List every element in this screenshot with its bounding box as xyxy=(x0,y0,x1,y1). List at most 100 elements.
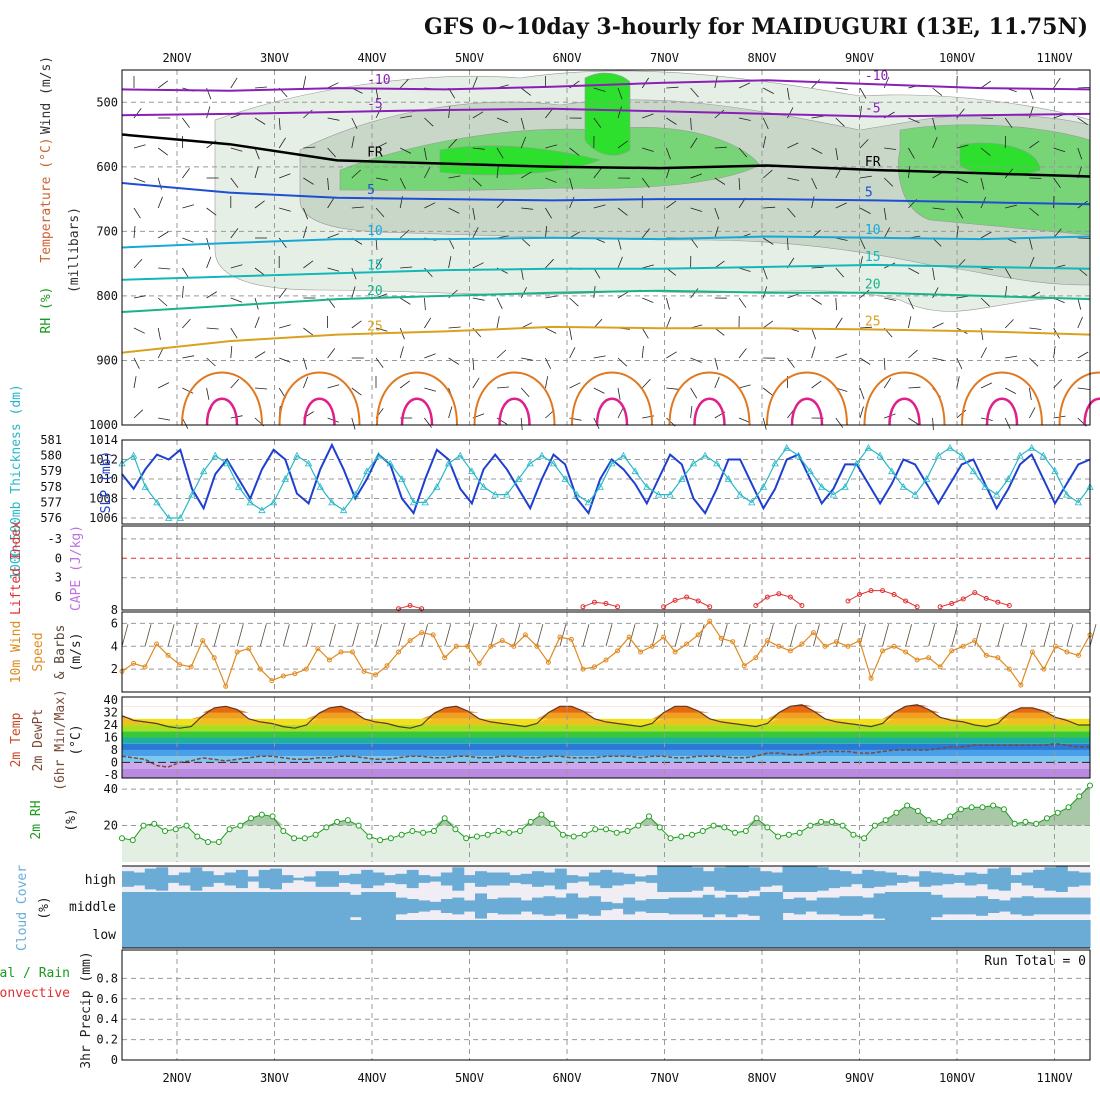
wind-barb xyxy=(956,376,960,389)
thickness-marker xyxy=(374,451,383,459)
wind-barb-10m xyxy=(743,624,751,647)
wind-barb-10m xyxy=(628,624,636,647)
cloud-low-bar xyxy=(759,920,772,948)
wind-barb xyxy=(496,166,499,179)
wind-barb xyxy=(908,117,920,124)
cloud-low-bar xyxy=(224,920,237,948)
wind-barb xyxy=(496,386,510,389)
rh-marker xyxy=(215,839,222,845)
rh-marker xyxy=(742,828,749,834)
lifted-index-marker xyxy=(672,597,678,603)
wind-barb xyxy=(520,417,523,431)
wind-barb xyxy=(835,202,847,209)
wind-speed-marker xyxy=(672,649,678,655)
x-tick-label-top: 6NOV xyxy=(553,51,582,65)
cloud-middle-bar xyxy=(1021,896,1034,916)
thickness-marker xyxy=(386,459,394,467)
precip-tick-label: 0.6 xyxy=(96,992,118,1006)
cloud-low-bar xyxy=(1055,920,1068,948)
wind-barb xyxy=(133,258,143,269)
lifted-index-marker xyxy=(960,596,966,602)
cloud-middle-bar xyxy=(976,896,989,916)
rh-marker xyxy=(484,831,491,838)
wind-barb xyxy=(835,317,843,329)
slp-thickness-frame xyxy=(121,439,1091,525)
wind-barb-10m xyxy=(582,624,590,647)
cloud-high-bar xyxy=(292,877,305,881)
lifted-index-marker xyxy=(615,604,621,610)
lifted-index-marker xyxy=(591,599,597,605)
cloud-low-bar xyxy=(588,920,601,948)
wind-barb xyxy=(762,267,768,280)
wind-speed-marker xyxy=(568,636,574,642)
rh-marker xyxy=(603,826,609,833)
wind-barb-10m xyxy=(444,624,452,647)
isotherm-5 xyxy=(121,182,1091,206)
wind-barb xyxy=(472,177,482,187)
rh-marker xyxy=(1011,820,1018,827)
cloud-cover-panel: high middle low Cloud Cover (%) xyxy=(15,865,1091,951)
cloud-low-bar xyxy=(919,920,932,948)
wind-barb xyxy=(642,113,654,119)
slp-line xyxy=(121,442,1091,516)
cloud-high-bar xyxy=(201,871,214,887)
cloud-low-bar xyxy=(213,920,226,948)
wind-barb xyxy=(835,87,848,90)
thickness-marker xyxy=(223,459,231,467)
ylabel-rh: RH (%) xyxy=(39,287,54,334)
slp-tick-label: 1008 xyxy=(89,492,118,506)
wind-barb-10m xyxy=(398,624,405,647)
wind-barb xyxy=(835,147,839,160)
cloud-high-bar xyxy=(816,867,829,891)
wind-barb xyxy=(666,117,677,125)
wind-barb xyxy=(206,357,216,367)
ylabel-slp: SLP (mb) xyxy=(99,451,114,514)
run-total-label: Run Total = 0 xyxy=(984,954,1086,969)
isotherm-35 xyxy=(888,397,921,426)
wind-barb xyxy=(762,136,767,149)
cloud-middle-bar xyxy=(327,892,339,920)
wind-barb xyxy=(1053,147,1066,153)
wind-barb xyxy=(375,207,385,218)
y-tick-label: 500 xyxy=(96,95,118,109)
cloud-low-bar xyxy=(737,920,749,948)
cloud-middle-bar xyxy=(497,897,510,915)
cloud-low-bar xyxy=(885,920,897,948)
isotherm-label: -10 xyxy=(865,69,888,84)
cloud-high-bar xyxy=(771,872,784,886)
wind-barb xyxy=(859,387,865,400)
cloud-high-bar xyxy=(839,871,852,887)
wind-barb xyxy=(327,147,336,158)
rh-area xyxy=(122,785,1090,862)
cloud-low-bar xyxy=(509,920,522,948)
wind-barb xyxy=(617,407,624,419)
temp-color-band xyxy=(122,731,1090,738)
thickness-marker xyxy=(1016,451,1024,459)
cloud-low-bar xyxy=(942,920,954,948)
wind-barb xyxy=(884,297,896,301)
cloud-low-bar xyxy=(976,920,989,948)
wind-barb xyxy=(569,297,579,307)
cloud-low-bar xyxy=(372,920,385,948)
wind-barb xyxy=(545,144,558,149)
wind-10m-panel: 2 4 6 10m Wind Speed & Barbs (m/s) xyxy=(9,612,1097,692)
cloud-high-bar xyxy=(737,866,749,892)
rh-marker xyxy=(226,826,233,833)
wind-speed-marker xyxy=(361,668,367,674)
x-tick-label-bottom: 6NOV xyxy=(553,1071,582,1085)
wind-barb xyxy=(1053,346,1056,359)
wind-barb xyxy=(133,295,146,299)
cloud-high-bar xyxy=(327,871,339,887)
wind-barb-10m xyxy=(375,624,382,647)
isotherm-30 xyxy=(473,371,556,426)
wind-tick-label: 2 xyxy=(111,662,118,676)
cloud-high-bar xyxy=(759,871,772,887)
rh-tick-label: 40 xyxy=(104,782,118,796)
thickness-marker xyxy=(456,451,464,459)
wind-barb xyxy=(859,289,870,299)
wind-barb xyxy=(956,226,959,239)
wind-barb xyxy=(762,117,769,130)
wind-barb xyxy=(472,357,475,371)
upper-air-panel: 500 600 700 800 900 1000 -10 -10 -5 -5 FR FR 5 5 10 10 1… xyxy=(39,51,1100,432)
thickness-marker xyxy=(398,475,406,482)
